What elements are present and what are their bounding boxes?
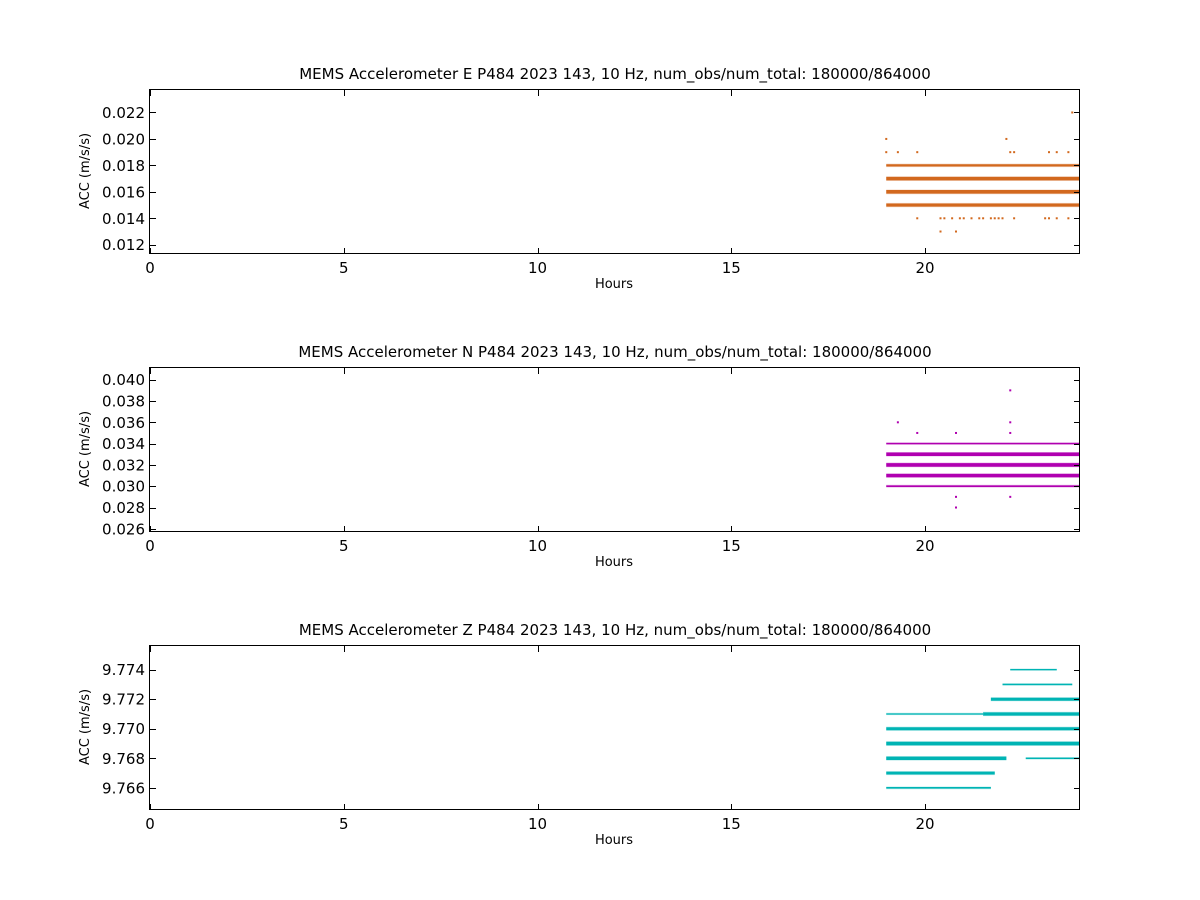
- data-point: [989, 217, 992, 220]
- data-point: [993, 217, 996, 220]
- data-point: [955, 506, 957, 509]
- subplot-title: MEMS Accelerometer Z P484 2023 143, 10 H…: [299, 621, 931, 640]
- y-tick-label: 0.018: [102, 157, 145, 175]
- data-point: [955, 495, 957, 498]
- data-marks: [885, 111, 1080, 233]
- y-tick-label: 9.766: [102, 779, 145, 797]
- x-tick-label: 0: [145, 537, 155, 555]
- data-point: [1071, 111, 1074, 114]
- data-point: [1055, 217, 1058, 220]
- axis-ticks: 0 5 10 15 20 0.012 0.014 0.016 0.018 0.020 0.022: [102, 90, 1080, 277]
- data-point: [1067, 151, 1070, 154]
- x-tick-label: 10: [528, 815, 547, 833]
- data-point: [1005, 137, 1008, 140]
- y-tick-label: 0.028: [102, 499, 145, 517]
- x-tick-label: 5: [339, 537, 349, 555]
- data-point: [978, 217, 981, 220]
- data-point: [916, 217, 919, 220]
- data-point: [1013, 217, 1016, 220]
- data-point: [885, 137, 888, 140]
- data-point: [962, 217, 965, 220]
- y-tick-label: 0.016: [102, 183, 145, 201]
- x-tick-label: 20: [915, 815, 934, 833]
- x-tick-label: 20: [915, 259, 934, 277]
- data-point: [997, 217, 1000, 220]
- subplot-east: MEMS Accelerometer E P484 2023 143, 10 H…: [78, 65, 1080, 292]
- x-axis-label: Hours: [595, 277, 633, 292]
- y-tick-label: 0.030: [102, 478, 145, 496]
- data-point: [958, 217, 961, 220]
- data-marks: [886, 668, 1080, 790]
- x-tick-label: 0: [145, 259, 155, 277]
- subplot-title: MEMS Accelerometer E P484 2023 143, 10 H…: [299, 65, 931, 84]
- data-point: [939, 230, 942, 233]
- y-tick-label: 9.774: [102, 661, 145, 679]
- subplot-north: MEMS Accelerometer N P484 2023 143, 10 H…: [78, 343, 1080, 570]
- y-axis-label: ACC (m/s/s): [78, 411, 93, 487]
- data-point: [916, 151, 919, 154]
- x-axis-label: Hours: [595, 555, 633, 570]
- x-tick-label: 15: [722, 537, 741, 555]
- x-tick-label: 10: [528, 537, 547, 555]
- y-tick-label: 0.036: [102, 414, 145, 432]
- plot-frame: [149, 367, 1080, 532]
- x-tick-label: 10: [528, 259, 547, 277]
- data-point: [885, 151, 888, 154]
- data-point: [896, 151, 899, 154]
- data-point: [1048, 151, 1050, 154]
- data-point: [951, 217, 954, 220]
- data-point: [1001, 217, 1004, 220]
- y-tick-label: 0.034: [102, 435, 145, 453]
- data-marks: [886, 389, 1080, 509]
- y-tick-label: 0.038: [102, 393, 145, 411]
- data-point: [1009, 421, 1012, 424]
- subplot-vertical: MEMS Accelerometer Z P484 2023 143, 10 H…: [78, 621, 1080, 848]
- data-point: [943, 217, 946, 220]
- data-point: [1055, 151, 1058, 154]
- y-tick-label: 9.768: [102, 750, 145, 768]
- data-point: [955, 431, 957, 434]
- plot-frame: [149, 645, 1080, 810]
- y-axis-label: ACC (m/s/s): [78, 133, 93, 209]
- subplot-title: MEMS Accelerometer N P484 2023 143, 10 H…: [298, 343, 931, 362]
- data-point: [1009, 389, 1012, 392]
- y-tick-label: 0.014: [102, 210, 145, 228]
- y-tick-label: 0.032: [102, 456, 145, 474]
- data-point: [1067, 217, 1070, 220]
- x-tick-label: 20: [915, 537, 934, 555]
- y-tick-label: 0.022: [102, 104, 145, 122]
- plot-frame: [149, 89, 1080, 254]
- y-tick-label: 0.026: [102, 520, 145, 538]
- data-point: [916, 431, 919, 434]
- x-tick-label: 5: [339, 815, 349, 833]
- data-point: [1009, 431, 1012, 434]
- y-tick-label: 0.040: [102, 371, 145, 389]
- data-point: [1044, 217, 1047, 220]
- y-tick-label: 9.770: [102, 720, 145, 738]
- y-tick-label: 0.012: [102, 236, 145, 254]
- data-point: [955, 230, 957, 233]
- data-point: [896, 421, 899, 424]
- x-tick-label: 5: [339, 259, 349, 277]
- data-point: [1013, 151, 1016, 154]
- x-tick-label: 15: [722, 815, 741, 833]
- data-point: [1009, 151, 1012, 154]
- x-tick-label: 15: [722, 259, 741, 277]
- y-tick-label: 9.772: [102, 691, 145, 709]
- y-tick-label: 0.020: [102, 130, 145, 148]
- x-tick-label: 0: [145, 815, 155, 833]
- data-point: [982, 217, 985, 220]
- data-point: [1009, 495, 1012, 498]
- data-point: [1048, 217, 1050, 220]
- data-point: [970, 217, 973, 220]
- x-axis-label: Hours: [595, 833, 633, 848]
- data-point: [939, 217, 942, 220]
- y-axis-label: ACC (m/s/s): [78, 689, 93, 765]
